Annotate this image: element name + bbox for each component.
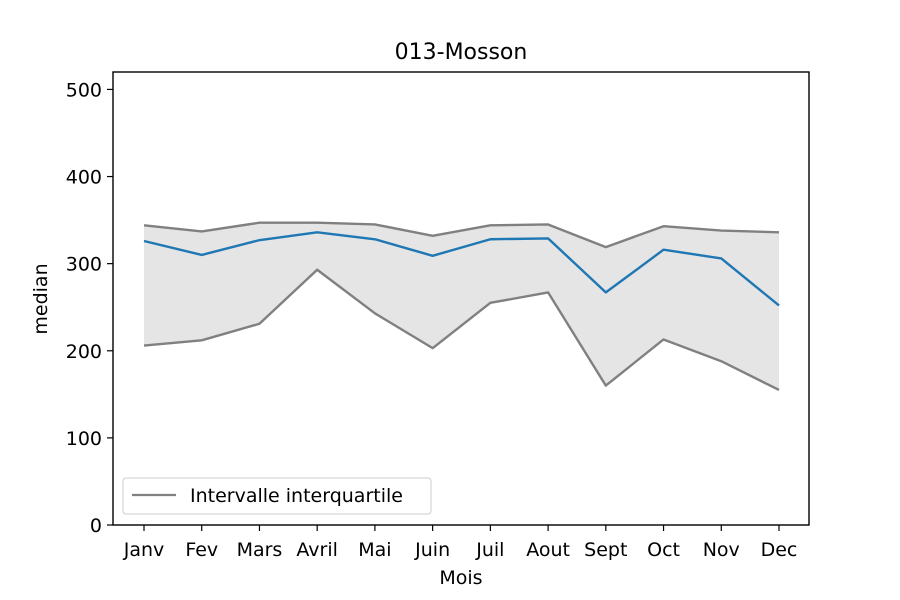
x-tick-label: Dec [761, 539, 798, 561]
plot-frame [112, 71, 810, 526]
series-line-median [143, 231, 780, 307]
x-tick-label: Fev [185, 539, 218, 561]
chart-title: 013-Mosson [395, 40, 528, 65]
x-tick-label: Mars [237, 539, 283, 561]
interquartile-band [144, 222, 779, 390]
x-tick-label: Avril [296, 539, 338, 561]
y-axis-label: median [30, 263, 52, 334]
y-tick-label: 300 [66, 254, 102, 276]
axes: Janv Fev Mars Avril Mai Juin Juil Aout Sept Oct No… [66, 71, 810, 561]
x-tick-label: Aout [526, 539, 570, 561]
x-tick-label: Juin [414, 539, 450, 561]
legend: Intervalle interquartile [122, 477, 432, 515]
y-tick-label: 100 [66, 428, 102, 450]
series-line-q3 [143, 221, 780, 249]
x-tick-label: Oct [647, 539, 680, 561]
legend-box [122, 477, 432, 515]
y-tick-label: 500 [66, 79, 102, 101]
y-tick-label: 400 [66, 167, 102, 189]
y-tick-label: 200 [66, 341, 102, 363]
legend-label: Intervalle interquartile [190, 485, 403, 507]
x-axis-label: Mois [439, 567, 482, 589]
x-tick-label: Sept [584, 539, 627, 561]
series-line-q1 [143, 268, 780, 392]
plot-area [143, 221, 780, 392]
y-tick-label: 0 [90, 515, 102, 537]
x-tick-label: Nov [703, 539, 740, 561]
x-tick-label: Janv [123, 539, 165, 561]
x-tick-label: Mai [358, 539, 391, 561]
x-tick-label: Juil [475, 539, 504, 561]
